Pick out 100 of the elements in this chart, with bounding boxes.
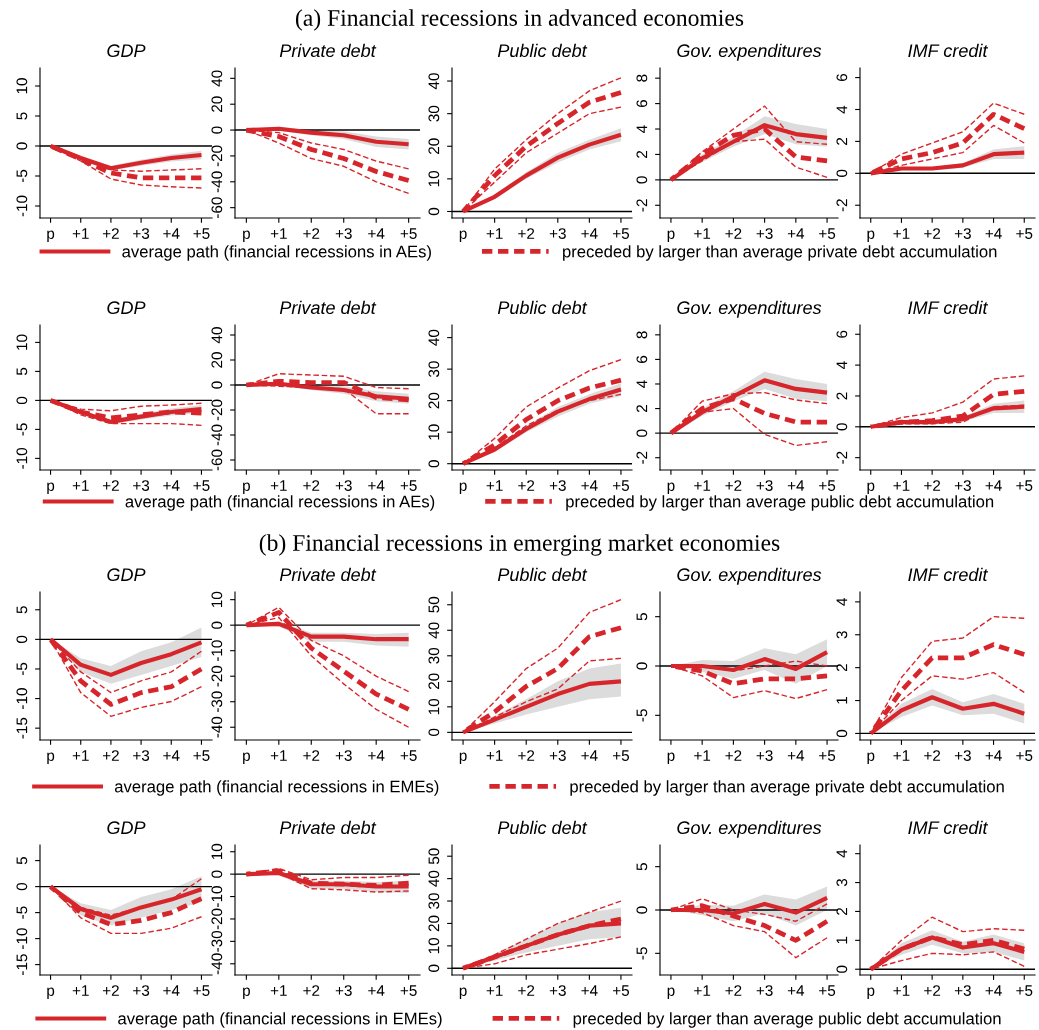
- x-tick-label: +3: [954, 750, 971, 761]
- y-tick-label: -15: [16, 717, 28, 739]
- x-tick-label: +4: [985, 750, 1002, 761]
- chart-title: Private debt: [279, 567, 377, 582]
- x-tick-label: +3: [549, 480, 566, 491]
- y-tick-label: -20: [211, 399, 223, 421]
- y-tick-label: 0: [636, 429, 648, 437]
- x-tick-label: +2: [725, 228, 742, 239]
- chart-title: Gov. expenditures: [677, 567, 822, 585]
- x-tick-label: +2: [102, 480, 119, 491]
- x-tick-label: +5: [193, 750, 210, 761]
- x-tick-label: +1: [486, 750, 503, 761]
- y-tick-label: 20: [428, 138, 440, 154]
- y-tick-label: 0: [636, 906, 648, 914]
- y-tick-label: 6: [636, 100, 648, 108]
- x-tick-label: +3: [756, 228, 773, 239]
- x-tick-label: +2: [518, 480, 535, 491]
- x-tick-label: +5: [400, 480, 417, 491]
- x-tick-label: +5: [193, 480, 210, 491]
- chart-title: Public debt: [497, 567, 588, 582]
- y-tick-label: -2: [636, 451, 648, 464]
- x-tick-label: +3: [756, 750, 773, 761]
- x-tick-label: +1: [72, 228, 89, 239]
- legend-label: preceded by larger than average private debt accumulation: [563, 245, 997, 261]
- x-tick-label: +5: [819, 985, 836, 996]
- x-tick-label: +5: [1016, 985, 1033, 996]
- chart-title: Public debt: [497, 43, 588, 58]
- x-tick-label: +5: [400, 985, 417, 996]
- y-tick-label: 10: [428, 170, 440, 187]
- y-tick-label: 0: [428, 964, 440, 972]
- chart-title: Public debt: [497, 300, 588, 315]
- x-tick-label: +2: [303, 480, 320, 491]
- x-tick-label: +1: [72, 750, 89, 761]
- chart-title: IMF credit: [908, 43, 989, 58]
- y-tick-label: 6: [836, 330, 848, 338]
- y-tick-label: 30: [428, 105, 440, 122]
- x-tick-label: +2: [725, 480, 742, 491]
- x-tick-label: p: [667, 752, 675, 764]
- y-tick-label: 3: [836, 878, 848, 887]
- legend-label: average path (financial recessions in EMEs): [114, 780, 439, 796]
- x-tick-label: +3: [133, 750, 150, 761]
- x-tick-label: +1: [72, 985, 89, 996]
- x-tick-label: p: [243, 752, 250, 764]
- y-tick-label: 2: [836, 137, 848, 145]
- y-tick-label: 0: [211, 621, 223, 629]
- x-tick-label: +1: [893, 480, 910, 491]
- y-tick-label: 30: [428, 893, 440, 909]
- x-tick-label: +4: [163, 750, 180, 761]
- x-tick-label: p: [667, 987, 675, 999]
- y-tick-label: -10: [16, 928, 28, 949]
- x-tick-label: +1: [694, 750, 711, 761]
- x-tick-label: +4: [581, 228, 598, 239]
- x-tick-label: +4: [985, 228, 1002, 239]
- y-tick-label: 2: [836, 907, 848, 915]
- y-tick-label: 10: [211, 591, 223, 607]
- y-tick-label: 2: [636, 150, 648, 158]
- x-tick-label: p: [867, 987, 875, 999]
- x-tick-label: p: [459, 752, 467, 764]
- y-tick-label: -5: [16, 169, 28, 183]
- chart-title: GDP: [107, 821, 146, 835]
- y-tick-label: 0: [211, 381, 223, 389]
- x-tick-label: +1: [270, 228, 287, 239]
- x-tick-label: +2: [518, 750, 535, 761]
- x-tick-label: +1: [72, 480, 89, 491]
- y-tick-label: -30: [211, 691, 223, 713]
- y-tick-label: -60: [211, 449, 223, 471]
- chart-title: Private debt: [279, 820, 377, 835]
- y-tick-label: 0: [428, 207, 440, 216]
- y-tick-label: 0: [211, 870, 223, 878]
- y-tick-label: 0: [428, 728, 440, 736]
- chart-title: Public debt: [497, 820, 588, 835]
- y-tick-label: 1: [836, 936, 848, 944]
- y-tick-label: 0: [16, 396, 28, 405]
- x-tick-label: +3: [133, 480, 150, 491]
- chart-title: IMF credit: [908, 300, 989, 315]
- x-tick-label: +1: [893, 750, 910, 761]
- y-tick-label: -5: [636, 709, 648, 722]
- y-tick-label: -20: [211, 665, 223, 687]
- y-tick-label: 10: [428, 424, 440, 440]
- y-tick-label: -2: [836, 451, 848, 464]
- y-tick-label: 40: [428, 329, 440, 346]
- x-tick-label: +2: [924, 750, 941, 761]
- y-tick-label: 6: [836, 74, 848, 82]
- x-tick-label: +4: [368, 985, 385, 996]
- x-tick-label: +3: [335, 985, 352, 996]
- x-tick-label: +4: [368, 750, 385, 761]
- x-tick-label: +1: [270, 985, 287, 996]
- legend-label: average path (financial recessions in EMEs): [118, 1012, 442, 1028]
- y-tick-label: -60: [211, 197, 223, 219]
- x-tick-label: p: [243, 987, 250, 999]
- x-tick-label: +2: [725, 750, 742, 761]
- y-tick-label: 8: [636, 74, 648, 82]
- y-tick-label: -10: [16, 688, 28, 709]
- x-tick-label: +4: [368, 228, 385, 239]
- x-tick-label: +3: [133, 228, 150, 239]
- x-tick-label: +1: [694, 985, 711, 996]
- x-tick-label: +5: [819, 228, 836, 239]
- x-tick-label: +3: [335, 750, 352, 761]
- x-tick-label: +2: [518, 228, 535, 239]
- x-tick-label: +1: [486, 228, 503, 239]
